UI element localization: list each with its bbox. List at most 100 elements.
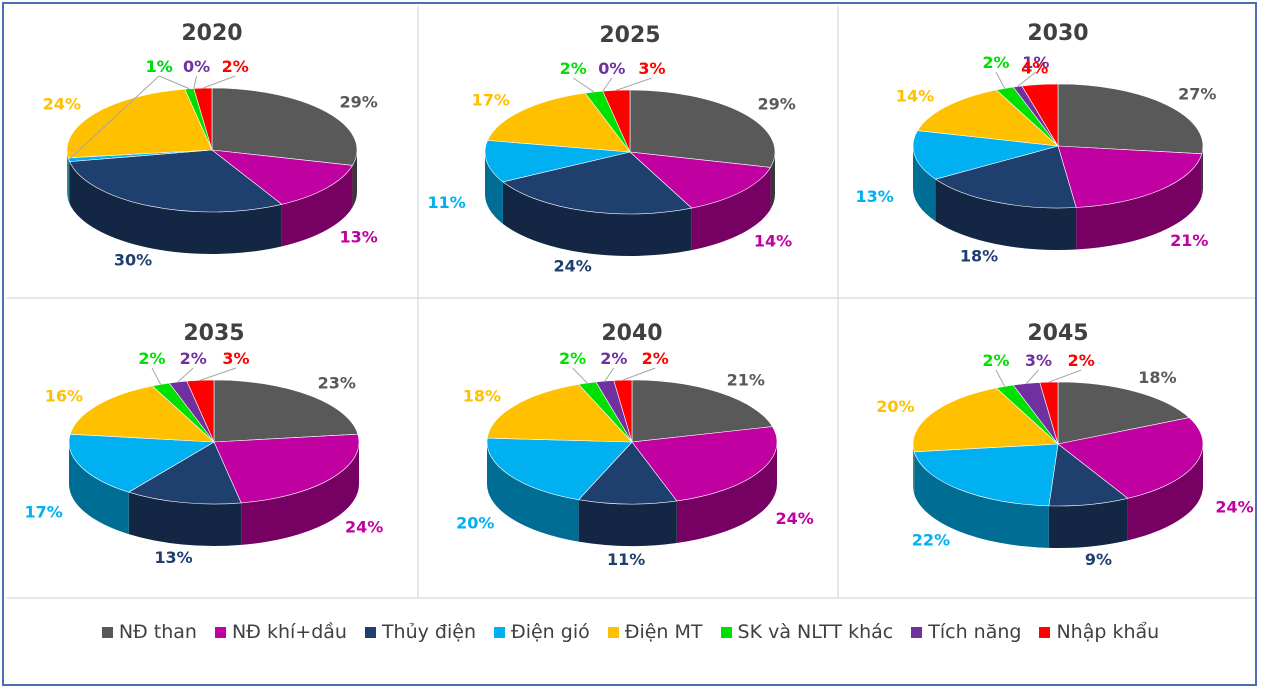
pie-side-thuy_dien xyxy=(578,499,677,546)
label-leader-line xyxy=(193,75,198,89)
legend-swatch xyxy=(493,626,505,638)
chart-title: 2025 xyxy=(599,23,660,48)
data-label-tich_nang: 3% xyxy=(1025,351,1052,370)
pie-slice-nd_khi_dau xyxy=(1057,145,1203,208)
legend-swatch xyxy=(101,626,113,638)
data-label-nd_than: 29% xyxy=(340,92,378,111)
data-label-nhap_khau: 2% xyxy=(1068,351,1095,370)
legend-label: NĐ than xyxy=(118,621,197,643)
data-label-nd_khi_dau: 14% xyxy=(754,231,792,250)
label-leader-line xyxy=(572,77,595,93)
legend-label: NĐ khí+dầu xyxy=(231,621,347,643)
data-label-dien_gio: 17% xyxy=(25,502,63,521)
legend-swatch xyxy=(364,626,376,638)
pie-sides xyxy=(913,444,1203,548)
data-label-nhap_khau: 3% xyxy=(638,59,665,78)
pie-side-dien_mt xyxy=(913,444,915,494)
pie-chart-2040: 2040 21% 24% 11% 20% 18% 2% 2% 2% xyxy=(456,321,814,569)
data-label-sk_nltt: 2% xyxy=(560,59,587,78)
panel-grid-lines xyxy=(6,6,1255,599)
pie-slice-nd_khi_dau xyxy=(631,426,778,502)
legend-item-sk_nltt: SK và NLTT khác xyxy=(720,621,893,643)
legend-item-dien_gio: Điện gió xyxy=(493,621,590,643)
pie-side-thuy_dien xyxy=(128,492,242,546)
data-label-nhap_khau: 4% xyxy=(1021,58,1048,77)
legend-label: Nhập khẩu xyxy=(1056,621,1160,643)
data-label-thuy_dien: 30% xyxy=(114,251,152,270)
data-label-dien_mt: 20% xyxy=(876,397,914,416)
pie-chart-2045: 2045 18% 24% 9% 22% 20% 2% 3% 2% xyxy=(876,321,1253,569)
chart-title: 2045 xyxy=(1027,321,1088,346)
legend-swatch xyxy=(607,626,619,638)
legend: NĐ than NĐ khí+dầu Thủy điện Điện gió Điện M… xyxy=(0,612,1261,652)
data-label-nd_khi_dau: 24% xyxy=(345,517,383,536)
pie-side-nd_khi_dau xyxy=(1127,444,1203,541)
label-leader-line xyxy=(622,367,656,381)
pie-side-nd_than xyxy=(1201,146,1203,196)
data-label-dien_gio: 11% xyxy=(428,193,466,212)
pie-slice-dien_gio xyxy=(68,433,216,493)
label-leader-line xyxy=(602,77,613,92)
pie-side-nd_khi_dau xyxy=(676,442,777,543)
pie-side-thuy_dien xyxy=(935,179,1077,250)
data-label-tich_nang: 2% xyxy=(180,349,207,368)
pie-slice-nd_than xyxy=(1057,381,1190,445)
pie-side-thuy_dien xyxy=(69,161,282,254)
data-label-sk_nltt: 2% xyxy=(559,349,586,368)
pie-slice-dien_gio xyxy=(486,437,633,500)
pie-chart-2025: 2025 29% 14% 24% 11% 17% 2% 0% 3% xyxy=(428,23,796,275)
label-leader-line xyxy=(604,367,615,382)
data-label-nd_khi_dau: 21% xyxy=(1170,231,1208,250)
pie-slice-nhap_khau xyxy=(1021,83,1059,148)
pie-sides xyxy=(67,150,357,254)
pie-side-dien_gio xyxy=(914,451,1049,548)
pie-sides xyxy=(69,442,359,546)
legend-label: Thủy điện xyxy=(381,621,476,643)
data-label-dien_gio: 20% xyxy=(456,513,494,532)
pie-side-dien_gio xyxy=(913,146,936,222)
data-label-nd_than: 21% xyxy=(727,370,765,389)
legend-swatch xyxy=(720,626,732,638)
label-leader-line xyxy=(177,367,194,383)
data-label-sk_nltt: 1% xyxy=(146,57,173,76)
pie-slice-dien_mt xyxy=(69,385,215,443)
pie-side-dien_gio xyxy=(68,157,70,204)
pie-slice-dien_mt xyxy=(487,92,631,153)
pie-slice-nd_than xyxy=(213,379,359,443)
legend-item-thuy_dien: Thủy điện xyxy=(364,621,476,643)
legend-label: Tích năng xyxy=(928,621,1022,643)
pie-slice-nd_than xyxy=(211,87,358,166)
pie-slice-thuy_dien xyxy=(69,149,283,213)
pie-slice-thuy_dien xyxy=(128,441,242,505)
data-label-nd_khi_dau: 24% xyxy=(1215,497,1253,516)
label-leader-line xyxy=(200,367,237,381)
legend-label: Điện gió xyxy=(510,621,590,643)
pie-sides xyxy=(485,152,775,256)
chart-title: 2035 xyxy=(183,321,244,346)
pie-slice-nd_than xyxy=(1057,83,1204,155)
pie-side-nd_than xyxy=(770,152,775,210)
pie-slice-nd_khi_dau xyxy=(1057,417,1204,499)
pie-side-thuy_dien xyxy=(502,181,692,256)
pie-slice-nd_khi_dau xyxy=(213,433,360,504)
pie-slice-dien_gio xyxy=(912,130,1059,180)
pie-slice-dien_gio xyxy=(913,443,1059,507)
pie-slice-nd_khi_dau xyxy=(629,151,771,209)
legend-swatch xyxy=(214,626,226,638)
label-leader-line xyxy=(202,75,236,89)
pie-slice-nd_than xyxy=(631,379,773,443)
chart-title: 2030 xyxy=(1027,21,1088,46)
data-label-nd_khi_dau: 13% xyxy=(340,227,378,246)
pie-slice-dien_mt xyxy=(486,384,633,443)
pie-sides xyxy=(913,146,1203,250)
data-label-sk_nltt: 2% xyxy=(982,351,1009,370)
legend-item-nhap_khau: Nhập khẩu xyxy=(1039,621,1159,643)
pie-slice-dien_gio xyxy=(484,140,631,183)
label-leader-line xyxy=(1025,369,1039,384)
pie-side-nd_khi_dau xyxy=(691,167,771,251)
label-leader-line xyxy=(995,369,1006,387)
data-label-dien_gio: 13% xyxy=(856,187,894,206)
pie-side-dien_gio xyxy=(487,442,579,542)
legend-item-tich_nang: Tích năng xyxy=(911,621,1021,643)
